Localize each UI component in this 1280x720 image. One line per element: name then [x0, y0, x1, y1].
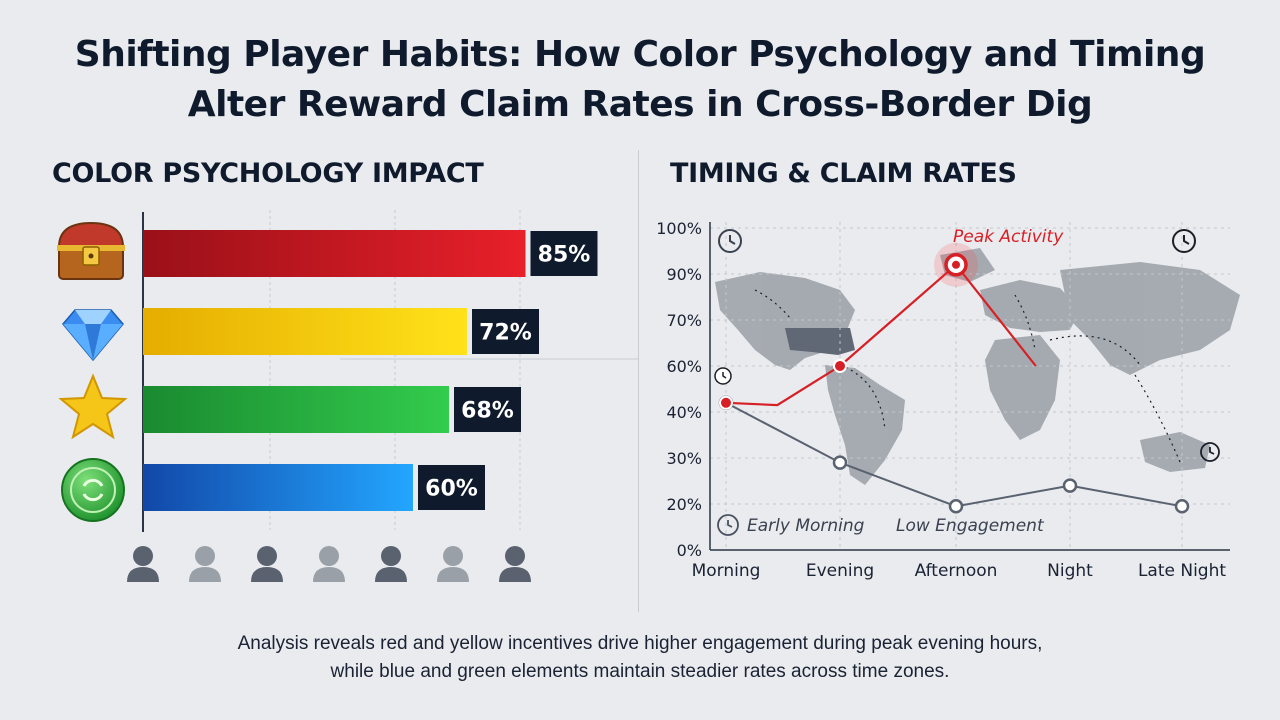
bar-green [143, 386, 449, 433]
green-coin-icon [61, 458, 125, 522]
star-icon [58, 373, 128, 440]
page-title: Shifting Player Habits: How Color Psycho… [0, 30, 1280, 130]
gray-series-point [1062, 478, 1078, 493]
clock-icon [718, 229, 742, 253]
y-tick-label: 90% [666, 265, 702, 284]
user-icon [437, 546, 469, 582]
user-icon [499, 546, 531, 582]
bar-value-label: 60% [425, 477, 478, 502]
caption-line-1: Analysis reveals red and yellow incentiv… [237, 633, 1043, 654]
bar-value-label: 68% [461, 399, 514, 424]
clock-icon [1200, 442, 1220, 462]
user-icon [127, 546, 159, 582]
red-series-point [719, 395, 733, 410]
x-tick-label: Evening [806, 561, 874, 581]
user-icon [313, 546, 345, 582]
user-icon [375, 546, 407, 582]
bar-value-label: 72% [479, 321, 532, 346]
timing-heading: TIMING & CLAIM RATES [670, 158, 1017, 189]
timing-line-chart: 0% 20% 30% 40% 60% 70% 90% 100% Morning Evening Af… [656, 219, 1240, 581]
color-bar-chart: 85% 72% 68% 60% [57, 210, 638, 582]
y-tick-label: 70% [666, 311, 702, 330]
y-tick-label: 30% [666, 449, 702, 468]
x-tick-label: Afternoon [915, 561, 998, 581]
clock-icon [714, 367, 732, 385]
color-psychology-heading: COLOR PSYCHOLOGY IMPACT [52, 158, 484, 189]
y-tick-label: 60% [666, 357, 702, 376]
clock-icon [717, 514, 739, 536]
gray-series-point [1174, 499, 1190, 514]
y-tick-label: 100% [656, 219, 702, 238]
panel-divider [638, 150, 639, 612]
gray-series-line [725, 401, 1183, 508]
x-tick-label: Late Night [1138, 561, 1226, 581]
bar-red [143, 230, 526, 277]
diamond-icon [62, 309, 124, 362]
peak-activity-label: Peak Activity [953, 227, 1064, 247]
map-flow-paths [754, 289, 1181, 463]
y-tick-label: 0% [677, 541, 702, 560]
gray-series-point [948, 499, 964, 514]
treasure-chest-icon [57, 221, 125, 280]
bar-yellow [143, 308, 467, 355]
gray-series-point [832, 455, 848, 470]
x-tick-label: Night [1047, 561, 1093, 581]
title-line-1: Shifting Player Habits: How Color Psycho… [74, 34, 1206, 75]
bar-value-label: 85% [538, 243, 591, 268]
title-line-2: Alter Reward Claim Rates in Cross-Border… [187, 84, 1093, 125]
y-tick-label: 20% [666, 495, 702, 514]
x-tick-label: Morning [692, 561, 761, 581]
bar-value-box [530, 231, 598, 276]
bar-value-box [418, 465, 485, 510]
bar-value-box [454, 387, 521, 432]
caption-line-2: while blue and green elements maintain s… [330, 661, 950, 682]
bar-value-box [472, 309, 539, 354]
low-engagement-label: Low Engagement [896, 516, 1045, 536]
world-map [715, 248, 1240, 485]
bar-blue [143, 464, 413, 511]
y-tick-label: 40% [666, 403, 702, 422]
user-icon [189, 546, 221, 582]
user-icon [251, 546, 283, 582]
clock-icon [1172, 229, 1196, 253]
caption: Analysis reveals red and yellow incentiv… [0, 630, 1280, 686]
early-morning-label: Early Morning [747, 516, 865, 536]
red-series-point [833, 359, 847, 373]
